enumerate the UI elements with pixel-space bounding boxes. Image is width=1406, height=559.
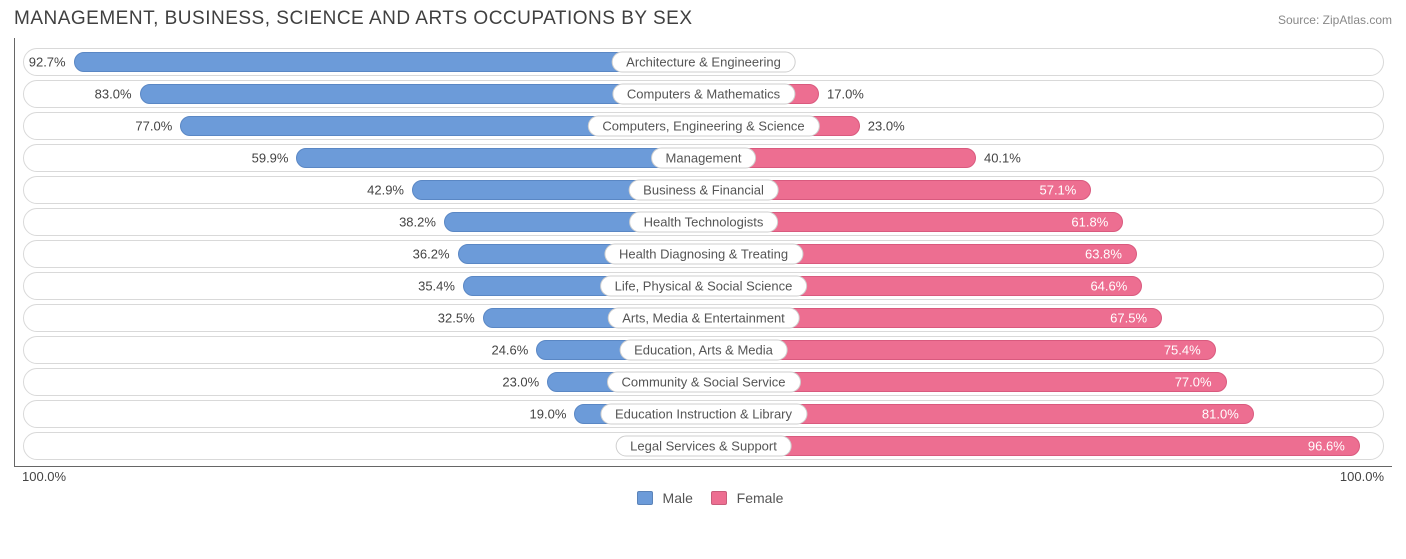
chart-row: 83.0% 17.0% Computers & Mathematics (23, 80, 1384, 108)
pct-male: 24.6% (491, 343, 528, 358)
chart-row: 24.6% 75.4% Education, Arts & Media (23, 336, 1384, 364)
pct-female: 81.0% (1202, 407, 1239, 422)
legend-swatch-female (711, 491, 727, 505)
category-label: Life, Physical & Social Science (600, 276, 808, 297)
chart-row: 92.7%7.3%Architecture & Engineering (23, 48, 1384, 76)
legend-female-label: Female (737, 490, 784, 506)
pct-female: 67.5% (1110, 311, 1147, 326)
pct-male: 32.5% (438, 311, 475, 326)
pct-female: 96.6% (1308, 439, 1345, 454)
category-label: Health Technologists (629, 212, 779, 233)
x-axis: 100.0% 100.0% (14, 467, 1392, 484)
bar-male (296, 148, 703, 168)
diverging-bar-chart: 92.7%7.3%Architecture & Engineering 83.0%… (14, 38, 1392, 467)
chart-row: 36.2% 63.8% Health Diagnosing & Treating (23, 240, 1384, 268)
bar-male (74, 52, 704, 72)
pct-female: 77.0% (1175, 375, 1212, 390)
chart-row: 35.4% 64.6% Life, Physical & Social Scienc… (23, 272, 1384, 300)
category-label: Architecture & Engineering (611, 52, 796, 73)
pct-male: 83.0% (95, 87, 132, 102)
legend-male-label: Male (663, 490, 693, 506)
axis-left-label: 100.0% (22, 469, 66, 484)
pct-female: 23.0% (868, 119, 905, 134)
pct-male: 35.4% (418, 279, 455, 294)
pct-male: 59.9% (252, 151, 289, 166)
pct-male: 38.2% (399, 215, 436, 230)
category-label: Business & Financial (628, 180, 779, 201)
category-label: Community & Social Service (607, 372, 801, 393)
pct-male: 36.2% (413, 247, 450, 262)
chart-row: 42.9% 57.1% Business & Financial (23, 176, 1384, 204)
pct-male: 42.9% (367, 183, 404, 198)
pct-male: 92.7% (29, 55, 66, 70)
chart-row: 77.0% 23.0% Computers, Engineering & Scien… (23, 112, 1384, 140)
category-label: Health Diagnosing & Treating (604, 244, 803, 265)
chart-row: 59.9% 40.1% Management (23, 144, 1384, 172)
pct-female: 61.8% (1071, 215, 1108, 230)
pct-female: 64.6% (1090, 279, 1127, 294)
chart-row: 32.5% 67.5% Arts, Media & Entertainment (23, 304, 1384, 332)
chart-row: 3.4%96.6%Legal Services & Support (23, 432, 1384, 460)
pct-male: 23.0% (502, 375, 539, 390)
pct-female: 75.4% (1164, 343, 1201, 358)
pct-male: 19.0% (530, 407, 567, 422)
category-label: Legal Services & Support (615, 436, 792, 457)
legend-swatch-male (637, 491, 653, 505)
pct-female: 40.1% (984, 151, 1021, 166)
category-label: Management (651, 148, 757, 169)
category-label: Arts, Media & Entertainment (607, 308, 800, 329)
pct-female: 17.0% (827, 87, 864, 102)
category-label: Education, Arts & Media (619, 340, 788, 361)
chart-source: Source: ZipAtlas.com (1278, 13, 1392, 27)
category-label: Computers, Engineering & Science (587, 116, 819, 137)
bar-female (704, 436, 1360, 456)
category-label: Computers & Mathematics (612, 84, 795, 105)
chart-title: MANAGEMENT, BUSINESS, SCIENCE AND ARTS O… (14, 8, 693, 30)
chart-header: MANAGEMENT, BUSINESS, SCIENCE AND ARTS O… (14, 8, 1392, 30)
chart-row: 23.0% 77.0% Community & Social Service (23, 368, 1384, 396)
pct-male: 77.0% (135, 119, 172, 134)
chart-row: 38.2% 61.8% Health Technologists (23, 208, 1384, 236)
pct-female: 57.1% (1039, 183, 1076, 198)
chart-legend: Male Female (14, 490, 1392, 506)
chart-row: 19.0% 81.0% Education Instruction & Librar… (23, 400, 1384, 428)
axis-right-label: 100.0% (1340, 469, 1384, 484)
category-label: Education Instruction & Library (600, 404, 807, 425)
pct-female: 63.8% (1085, 247, 1122, 262)
